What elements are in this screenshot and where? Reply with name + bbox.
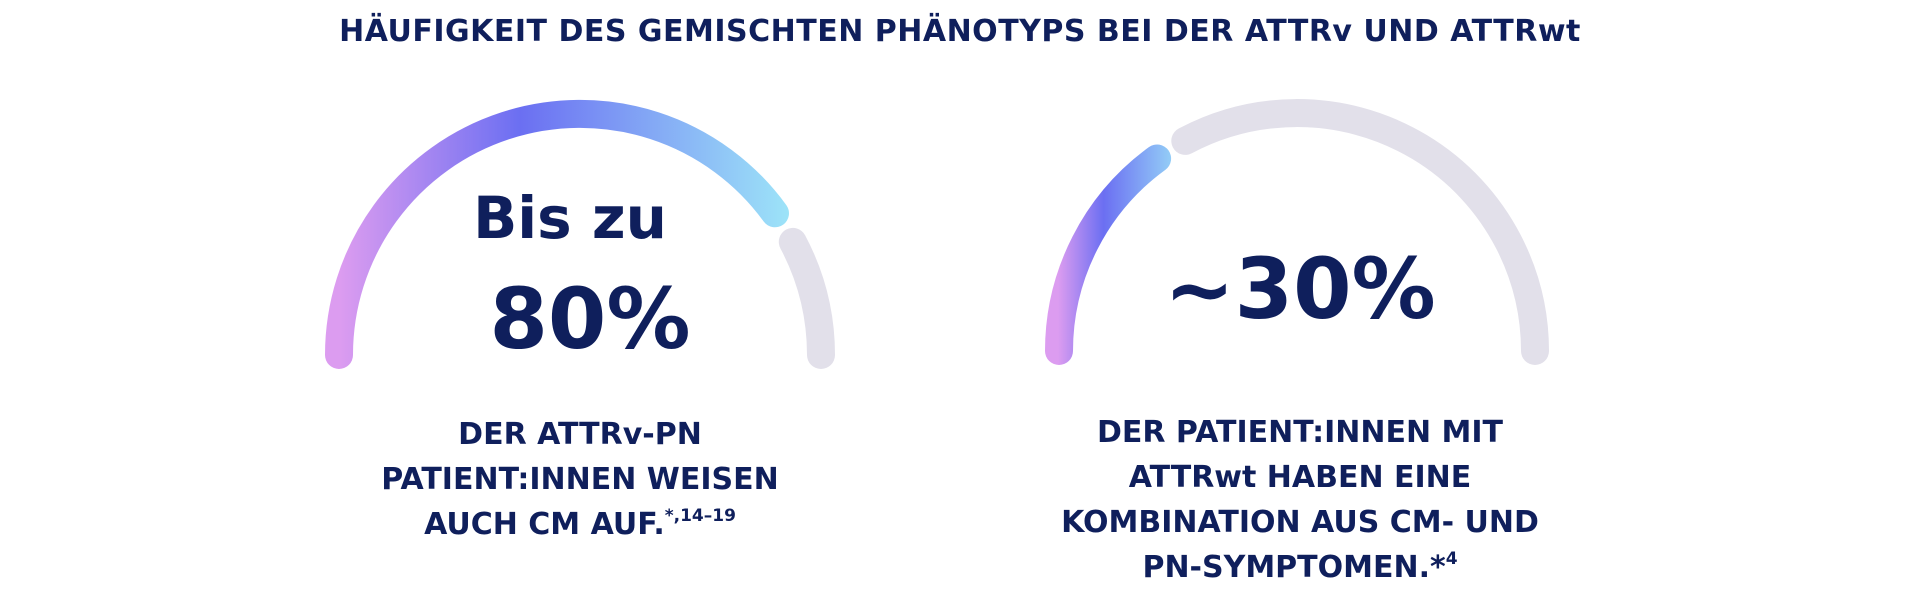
gauge-caption-attrv: DER ATTRv-PN PATIENT:INNEN WEISEN AUCH C… [360, 412, 800, 547]
gauge-track [1171, 99, 1549, 365]
caption-line: KOMBINATION AUS CM- UND [1061, 505, 1539, 540]
gauge-value-30: ~30% [1164, 240, 1436, 338]
caption-line: PATIENT:INNEN WEISEN [381, 462, 779, 497]
gauge-prefix-text: Bis zu [473, 184, 667, 252]
page-title: HÄUFIGKEIT DES GEMISCHTEN PHÄNOTYPS BEI … [339, 14, 1581, 49]
gauge-80-percent [325, 99, 835, 369]
gauge-track [778, 227, 835, 369]
gauge-caption-attrwt: DER PATIENT:INNEN MIT ATTRwt HABEN EINE … [1030, 410, 1570, 590]
caption-line: ATTRwt HABEN EINE [1128, 460, 1472, 495]
caption-line-text: AUCH CM AUF. [424, 507, 665, 542]
caption-line: AUCH CM AUF.*,14–19 [360, 502, 800, 547]
gauge-30-percent [1045, 99, 1549, 365]
footnote-reference: 4 [1445, 549, 1458, 569]
caption-line: PN-SYMPTOMEN.*4 [1030, 545, 1570, 590]
caption-line: DER ATTRv-PN [458, 417, 702, 452]
gauge-fill [1045, 144, 1172, 365]
gauge-value-80: 80% [489, 270, 691, 368]
caption-line: DER PATIENT:INNEN MIT [1096, 415, 1503, 450]
footnote-reference: *,14–19 [664, 506, 736, 526]
gauge-fill [325, 99, 789, 369]
caption-line-text: PN-SYMPTOMEN.* [1142, 550, 1446, 585]
